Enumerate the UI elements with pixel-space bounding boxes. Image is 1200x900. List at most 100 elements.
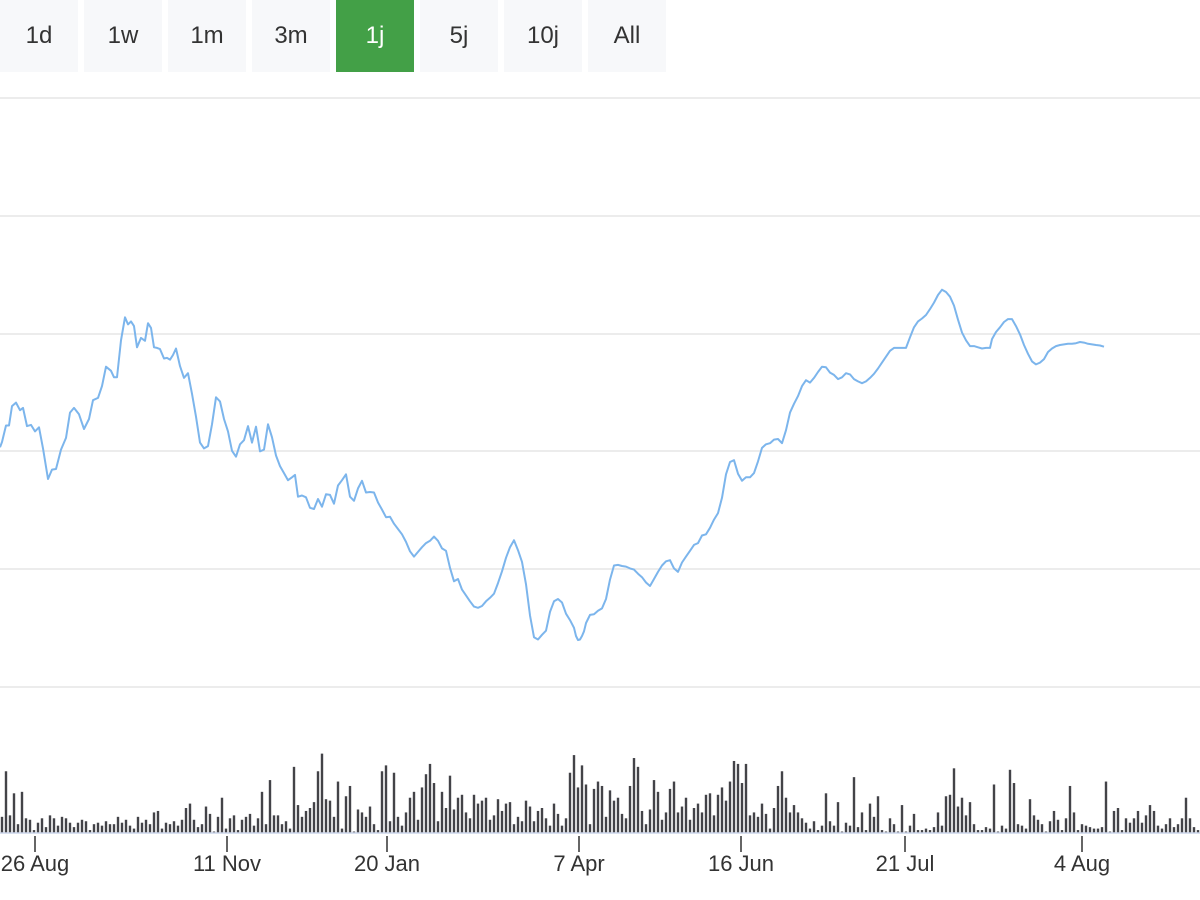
volume-bar (1136, 810, 1140, 833)
volume-bar (380, 771, 384, 833)
volume-bar (528, 806, 532, 833)
volume-bar (532, 821, 536, 833)
volume-bar (336, 781, 340, 833)
range-button-all[interactable]: All (588, 0, 666, 72)
volume-bar (1124, 818, 1128, 833)
volume-bar (416, 819, 420, 833)
volume-bar (924, 828, 928, 833)
volume-bar (12, 793, 16, 833)
volume-bar (956, 806, 960, 833)
volume-bar (800, 818, 804, 833)
volume-bar (720, 787, 724, 833)
volume-bar (1008, 769, 1012, 833)
volume-bar (736, 763, 740, 833)
volume-bar (224, 828, 228, 833)
volume-bar (804, 822, 808, 833)
volume-bar (1188, 818, 1192, 833)
volume-bar (424, 774, 428, 833)
volume-bar (356, 809, 360, 833)
volume-bar (1056, 819, 1060, 833)
volume-bar (264, 824, 268, 833)
volume-bar (268, 780, 272, 833)
volume-bar (612, 800, 616, 833)
volume-bar (1016, 824, 1020, 833)
range-button-5j[interactable]: 5j (420, 0, 498, 72)
volume-bar (152, 812, 156, 833)
volume-bar (632, 758, 636, 833)
volume-bar (204, 806, 208, 833)
volume-bar (892, 824, 896, 833)
volume-bar (916, 830, 920, 833)
volume-bar (472, 794, 476, 833)
range-button-1m[interactable]: 1m (168, 0, 246, 72)
volume-bar (420, 787, 424, 833)
volume-bar (1052, 810, 1056, 833)
volume-bar (920, 830, 924, 833)
volume-bar (764, 813, 768, 833)
volume-bar (1168, 818, 1172, 833)
volume-bar (836, 802, 840, 833)
volume-bar (644, 824, 648, 833)
volume-bar (484, 797, 488, 833)
volume-bar (976, 830, 980, 833)
volume-bar (132, 828, 136, 833)
volume-bar (60, 816, 64, 833)
volume-bar (744, 763, 748, 833)
volume-bar (1092, 828, 1096, 833)
volume-bar (232, 815, 236, 833)
volume-bar (340, 828, 344, 833)
volume-bar (8, 815, 12, 833)
volume-bar (388, 821, 392, 833)
volume-bar (692, 808, 696, 833)
volume-bar (164, 822, 168, 833)
volume-bar (512, 824, 516, 833)
volume-bar (848, 825, 852, 833)
volume-bar (468, 818, 472, 833)
volume-bar (1120, 830, 1124, 833)
volume-bar (500, 810, 504, 833)
volume-bar (828, 821, 832, 833)
range-button-10j[interactable]: 10j (504, 0, 582, 72)
volume-bar (640, 810, 644, 833)
volume-bar (36, 822, 40, 833)
volume-bar (16, 824, 20, 833)
volume-bar (660, 819, 664, 833)
range-button-1d[interactable]: 1d (0, 0, 78, 72)
volume-bar (56, 825, 60, 833)
volume-bar (824, 793, 828, 833)
volume-bar (712, 815, 716, 833)
volume-bar (580, 765, 584, 833)
volume-bar (864, 830, 868, 833)
volume-bar (624, 818, 628, 833)
volume-bar (912, 813, 916, 833)
volume-bar (172, 821, 176, 833)
volume-bar (448, 775, 452, 833)
volume-bar (216, 816, 220, 833)
volume-bar (1076, 830, 1080, 833)
volume-bar (1084, 825, 1088, 833)
volume-bar (1152, 810, 1156, 833)
volume-bar (408, 797, 412, 833)
volume-bar (948, 794, 952, 833)
volume-bar (900, 805, 904, 833)
volume-bar (1184, 797, 1188, 833)
volume-bar (860, 812, 864, 833)
x-tick-label: 4 Aug (1054, 851, 1110, 876)
volume-bar (732, 760, 736, 833)
volume-bar (1036, 819, 1040, 833)
range-button-3m[interactable]: 3m (252, 0, 330, 72)
volume-bar (936, 812, 940, 833)
volume-bar (756, 816, 760, 833)
volume-bar (968, 802, 972, 833)
range-button-1w[interactable]: 1w (84, 0, 162, 72)
volume-bar (308, 808, 312, 833)
range-button-1j[interactable]: 1j (336, 0, 414, 72)
volume-bar (1040, 824, 1044, 833)
volume-bar (792, 805, 796, 833)
volume-bar (328, 800, 332, 833)
volume-bar (296, 805, 300, 833)
volume-bar (556, 813, 560, 833)
volume-bar (452, 809, 456, 833)
volume-bar (1032, 815, 1036, 833)
volume-bar (832, 825, 836, 833)
